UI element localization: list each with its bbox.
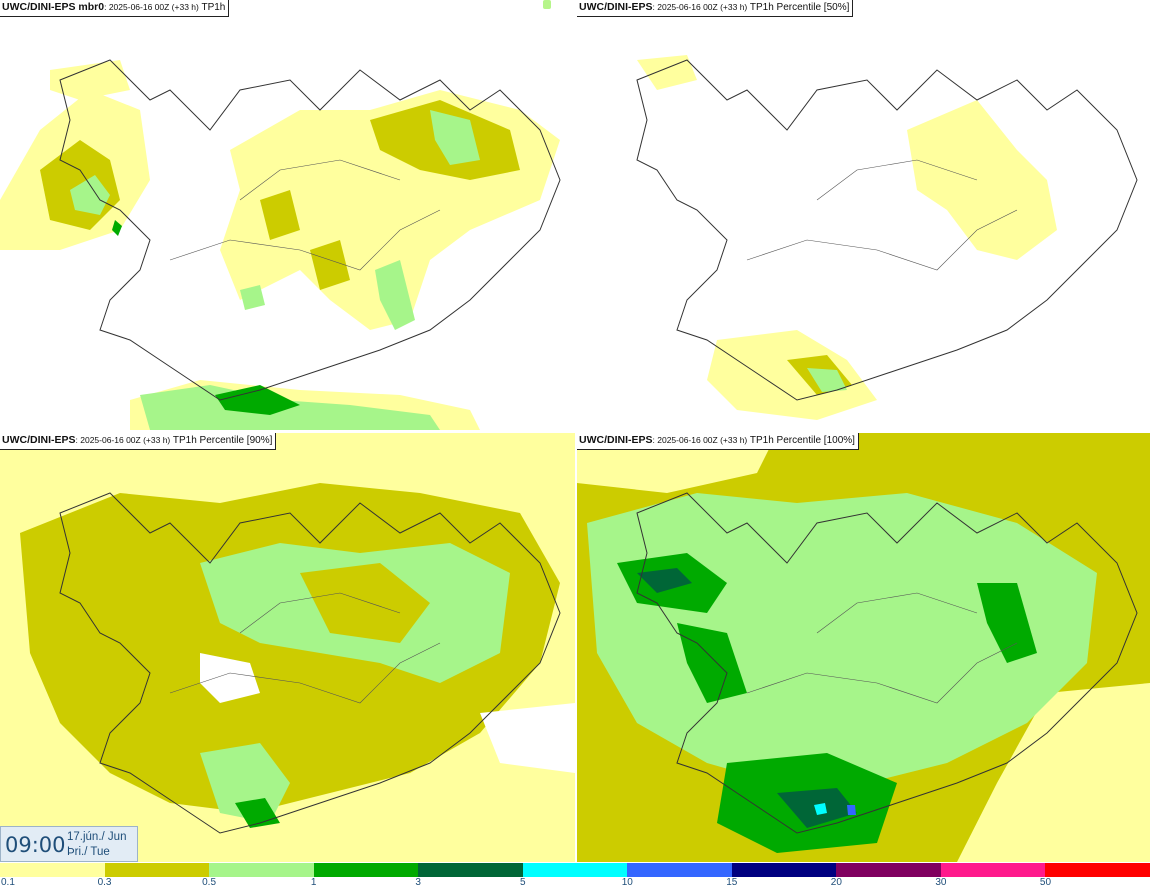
panel-variable: TP1h Percentile [50%] — [749, 2, 850, 13]
map-panel-mbr0: UWC/DINI-EPS mbr0: 2025-06-16 00Z (+33 h… — [0, 0, 575, 430]
map-panel-p90: UWC/DINI-EPS: 2025-06-16 00Z (+33 h) TP1… — [0, 433, 575, 862]
colorbar-segment — [209, 863, 314, 877]
colorbar-label: 30 — [935, 877, 947, 888]
colorbar-segment — [1045, 863, 1150, 877]
colorbar-label: 1 — [310, 877, 317, 888]
colorbar-label: 10 — [621, 877, 633, 888]
panel-run-meta: 2025-06-16 00Z (+33 h) — [657, 2, 748, 12]
precip-map-mbr0 — [0, 59, 561, 430]
colorbar-segment — [940, 863, 1046, 877]
colorbar-label: 20 — [830, 877, 842, 888]
map-panel-p100: UWC/DINI-EPS: 2025-06-16 00Z (+33 h) TP1… — [577, 433, 1150, 862]
precip-map-p50 — [636, 55, 1138, 420]
status-marker — [543, 0, 551, 9]
precip-map-p100 — [577, 433, 1150, 862]
colorbar-label: 5 — [519, 877, 526, 888]
colorbar-label: 50 — [1039, 877, 1052, 888]
colorbar-segment — [836, 863, 941, 877]
panel-divider-horizontal — [0, 430, 1150, 433]
precip-map-p90 — [0, 433, 575, 862]
colorbar-segment — [731, 863, 837, 877]
panel-run-meta: 2025-06-16 00Z (+33 h) — [657, 435, 748, 445]
colorbar-label: 15 — [726, 877, 738, 888]
colorbar-segment — [104, 863, 210, 877]
colorbar-segment — [0, 863, 105, 877]
panel-variable: TP1h Percentile [90%] — [172, 435, 273, 446]
panel-source: UWC/DINI-EPS — [579, 1, 653, 13]
colorbar-label: 0.1 — [1, 877, 15, 888]
valid-weekday: Þri./ Tue — [67, 846, 110, 858]
colorbar-segment — [313, 863, 419, 877]
panel-source: UWC/DINI-EPS mbr0 — [2, 1, 105, 13]
panel-variable: TP1h — [201, 2, 226, 13]
panel-title-p100: UWC/DINI-EPS: 2025-06-16 00Z (+33 h) TP1… — [577, 433, 859, 450]
colorbar-label: 3 — [415, 877, 421, 888]
map-panel-p50: UWC/DINI-EPS: 2025-06-16 00Z (+33 h) TP1… — [577, 0, 1150, 430]
colorbar-segment — [627, 863, 732, 877]
panel-title-p90: UWC/DINI-EPS: 2025-06-16 00Z (+33 h) TP1… — [0, 433, 277, 450]
panel-title-p50: UWC/DINI-EPS: 2025-06-16 00Z (+33 h) TP1… — [577, 0, 854, 17]
valid-time: 09:00 — [5, 833, 66, 857]
colorbar-segment — [418, 863, 523, 877]
panel-run-meta: 2025-06-16 00Z (+33 h) — [108, 2, 199, 12]
colorbar-label: 0.5 — [202, 877, 217, 888]
colorbar-segment — [522, 863, 628, 877]
panel-source: UWC/DINI-EPS — [2, 434, 76, 446]
panel-run-meta: 2025-06-16 00Z (+33 h) — [80, 435, 171, 445]
panel-variable: TP1h Percentile [100%] — [749, 435, 855, 446]
colorbar — [0, 863, 1150, 877]
valid-date: 17.jún./ Jun — [67, 831, 127, 843]
colorbar-labels: 0.1 0.3 0.5 1 3 5 10 15 20 30 50 — [0, 877, 1150, 891]
colorbar-label: 0.3 — [97, 877, 112, 888]
panel-source: UWC/DINI-EPS — [579, 434, 653, 446]
valid-time-box: 09:00 17.jún./ Jun Þri./ Tue — [0, 826, 138, 862]
panel-title-mbr0: UWC/DINI-EPS mbr0: 2025-06-16 00Z (+33 h… — [0, 0, 230, 17]
